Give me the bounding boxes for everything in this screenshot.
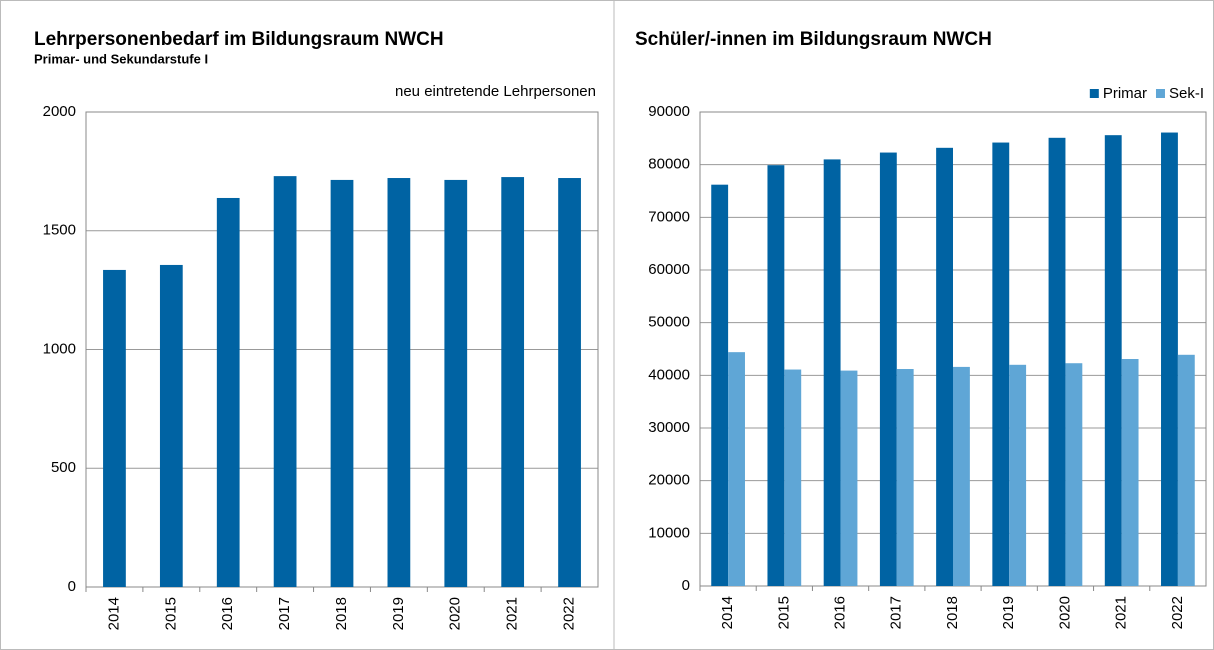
annotation: neu eintretende Lehrpersonen [395, 83, 596, 100]
y-tick-label: 1500 [43, 222, 76, 239]
y-tick-label: 1000 [43, 340, 76, 357]
x-tick-label: 2019 [390, 597, 407, 630]
chart-subtitle: Primar- und Sekundarstufe I [34, 51, 208, 66]
bar [936, 147, 953, 586]
x-tick-label: 2021 [1113, 596, 1130, 629]
x-tick-label: 2018 [944, 596, 961, 629]
y-tick-label: 0 [682, 577, 690, 594]
y-tick-label: 60000 [648, 261, 690, 278]
y-tick-label: 20000 [648, 472, 690, 489]
bar [953, 366, 970, 586]
bar [1009, 364, 1027, 586]
bar [1177, 354, 1195, 586]
bar [1121, 359, 1139, 586]
bar [823, 159, 841, 586]
bar [728, 352, 745, 586]
bar [1048, 137, 1066, 586]
bar [444, 179, 468, 588]
y-tick-label: 500 [51, 459, 76, 476]
x-tick-label: 2014 [105, 597, 122, 630]
bar [330, 179, 354, 588]
x-tick-label: 2018 [333, 597, 350, 630]
legend-swatch [1089, 89, 1099, 98]
bar [767, 165, 785, 586]
x-tick-label: 2021 [504, 597, 521, 630]
y-tick-label: 10000 [648, 524, 690, 541]
bar [159, 264, 183, 587]
bar [784, 369, 802, 586]
x-tick-label: 2014 [719, 596, 736, 629]
chart-title: Schüler/-innen im Bildungsraum NWCH [635, 29, 992, 50]
y-tick-label: 0 [68, 578, 76, 595]
x-tick-label: 2022 [561, 597, 578, 630]
y-tick-label: 40000 [648, 366, 690, 383]
chart-title: Lehrpersonenbedarf im Bildungsraum NWCH [34, 29, 444, 50]
y-tick-label: 70000 [648, 208, 690, 225]
bar [1104, 135, 1122, 586]
bar [840, 370, 858, 586]
legend-label: Primar [1103, 85, 1147, 102]
bar [558, 178, 581, 587]
x-tick-label: 2016 [219, 597, 236, 630]
bar [711, 184, 729, 586]
y-tick-label: 2000 [43, 103, 76, 120]
bar [1161, 132, 1178, 587]
y-tick-label: 50000 [648, 314, 690, 331]
bar [501, 177, 525, 587]
legend-label: Sek-I [1169, 85, 1204, 102]
x-tick-label: 2017 [276, 597, 293, 630]
x-tick-label: 2019 [1000, 596, 1017, 629]
bar [103, 269, 126, 587]
bar [879, 152, 897, 586]
x-tick-label: 2015 [775, 596, 792, 629]
y-tick-label: 80000 [648, 156, 690, 173]
bar [1065, 363, 1083, 586]
bar [387, 178, 411, 587]
bar [992, 142, 1010, 586]
x-tick-label: 2022 [1169, 596, 1186, 629]
x-tick-label: 2020 [1056, 596, 1073, 629]
bar [896, 369, 914, 586]
y-tick-label: 30000 [648, 419, 690, 436]
bar [216, 197, 240, 587]
x-tick-label: 2017 [888, 596, 905, 629]
bar [273, 176, 297, 587]
x-tick-label: 2015 [162, 597, 179, 630]
x-tick-label: 2020 [447, 597, 464, 630]
x-tick-label: 2016 [832, 596, 849, 629]
legend-swatch [1155, 89, 1165, 98]
y-tick-label: 90000 [648, 103, 690, 120]
